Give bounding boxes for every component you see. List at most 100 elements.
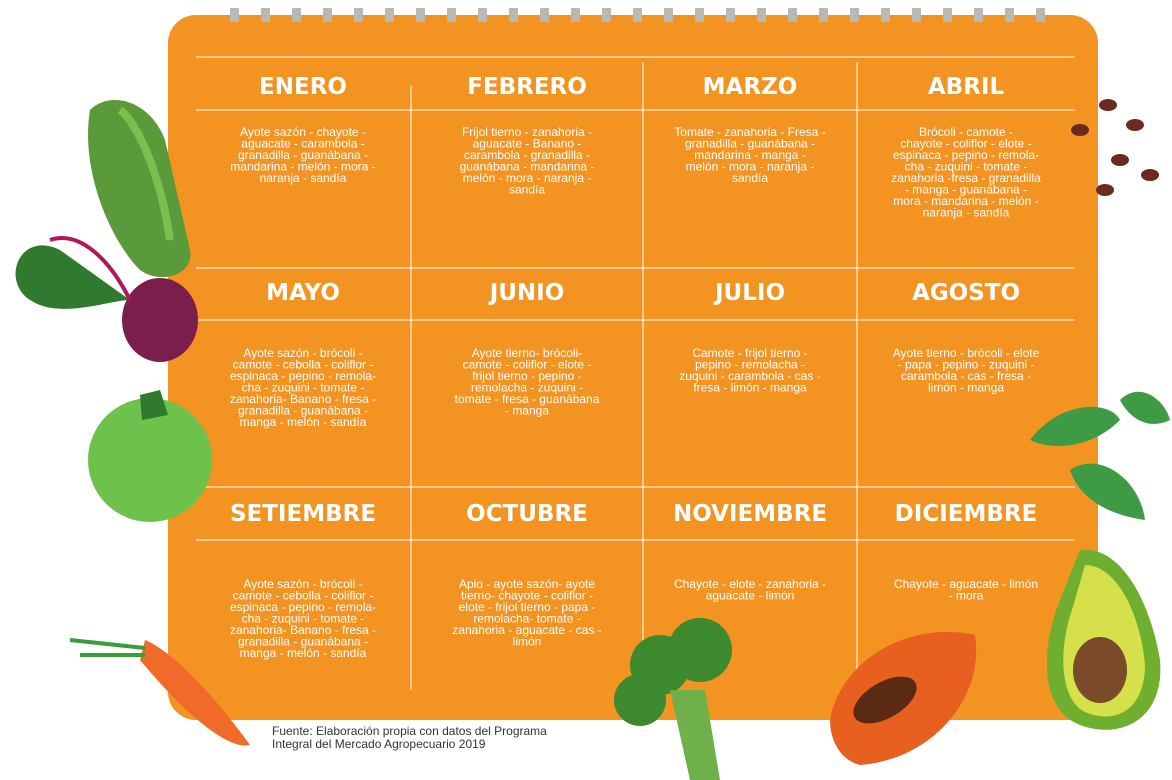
month-name: JULIO	[713, 280, 785, 306]
month-name: AGOSTO	[912, 280, 1020, 306]
month-products: Ayote tierno- brócoli-	[472, 346, 583, 360]
month-name: ABRIL	[928, 74, 1005, 100]
ring	[664, 8, 673, 22]
ring	[881, 8, 890, 22]
ring	[850, 8, 859, 22]
month-products: remolacha- tomate -	[473, 612, 580, 626]
ring	[571, 8, 580, 22]
month-products: - manga	[505, 404, 549, 418]
month-products: chayote - coliflor - elote -	[900, 137, 1031, 151]
ring	[943, 8, 952, 22]
month-products: Ayote sazón - brócoli -	[243, 577, 362, 591]
month-products: Brócoli - camote -	[919, 125, 1013, 139]
month-products: Apio - ayote sazón- ayote	[459, 577, 595, 591]
ring	[261, 8, 270, 22]
month-products: mandarina - melón - mora -	[230, 160, 375, 174]
month-products: zanahoria - aguacate - cas -	[452, 623, 601, 637]
month-products: Chayote - elote - zanahoria -	[674, 577, 826, 591]
month-products: Camote - frijol tierno -	[692, 346, 807, 360]
month-products: mora - mandarina - melón -	[893, 194, 1038, 208]
months: ENERO Ayote sazón - chayote -aguacate - c…	[230, 74, 1041, 660]
month-products: carambola - granadilla -	[464, 148, 590, 162]
month-products: Ayote sazón - brócoli -	[243, 346, 362, 360]
ring	[230, 8, 239, 22]
month-products: aguacate - carambola -	[241, 137, 364, 151]
month-products: pepino - remolacha -	[695, 358, 805, 372]
ring	[354, 8, 363, 22]
month-products: cha - zuquini - tomate -	[242, 612, 365, 626]
ring	[416, 8, 425, 22]
month-products: carambola - cas - fresa -	[901, 369, 1031, 383]
board	[168, 15, 1098, 720]
ring	[912, 8, 921, 22]
month-products: espinaca - pepino - remola-	[230, 600, 376, 614]
month-name: NOVIEMBRE	[673, 501, 827, 527]
month-products: Frijol tierno - zanahoria -	[462, 125, 592, 139]
month-products: - papa - pepino - zuquini -	[898, 358, 1035, 372]
month-products: Ayote sazón - chayote -	[240, 125, 366, 139]
month-name: ENERO	[259, 74, 347, 100]
month-name: SETIEMBRE	[230, 501, 376, 527]
month-products: - mora	[949, 589, 984, 603]
month-products: camote - coliflor - elote -	[463, 358, 592, 372]
month-products: manga - melón - sandía	[240, 646, 367, 660]
ring	[540, 8, 549, 22]
month-products: camote - cebolla - coliflor -	[233, 358, 374, 372]
ring	[819, 8, 828, 22]
month-products: aguacate - Banano -	[473, 137, 582, 151]
month-products: Tomate - zanahoria - Fresa -	[674, 125, 825, 139]
month-products: Ayote tierno - brócoli - elote	[893, 346, 1040, 360]
ring	[323, 8, 332, 22]
ring	[509, 8, 518, 22]
month-name: OCTUBRE	[466, 501, 588, 527]
month-products: Chayote - aguacate - limón	[894, 577, 1038, 591]
month-products: zuquini - carambola - cas -	[679, 369, 820, 383]
ring	[447, 8, 456, 22]
month-products: naranja - sandía	[260, 171, 347, 185]
month-products: sandía	[732, 171, 768, 185]
ring	[633, 8, 642, 22]
month-products: frijol tierno - pepino -	[472, 369, 581, 383]
ring	[292, 8, 301, 22]
ring	[385, 8, 394, 22]
month-products: camote - cebolla - coliflor -	[233, 589, 374, 603]
ring	[726, 8, 735, 22]
month-products: - manga - guanábana -	[905, 183, 1027, 197]
month-products: zanahoria -fresa - granadilla	[891, 171, 1041, 185]
month-products: limón - manga	[928, 381, 1004, 395]
month-name: MAYO	[266, 280, 340, 306]
month-products: tierno- chayote - coliflor -	[461, 589, 593, 603]
month-name: JUNIO	[488, 280, 565, 306]
month-products: zanahoria- Banano - fresa -	[230, 623, 376, 637]
ring	[1005, 8, 1014, 22]
month-products: granadilla - guanábana -	[685, 137, 815, 151]
month-products: sandía	[509, 183, 545, 197]
source: Fuente: Elaboración propia con datos del…	[272, 724, 547, 738]
month-products: cha - zuquini - tomate -	[242, 381, 365, 395]
month-products: melón - mora - naranja -	[686, 160, 815, 174]
month-products: granadilla - guanábana -	[238, 635, 368, 649]
source: Integral del Mercado Agropecuario 2019	[272, 737, 486, 751]
ring	[757, 8, 766, 22]
month-products: melón - mora - naranja -	[463, 171, 592, 185]
month-products: cha - zuquini - tomate -	[905, 160, 1028, 174]
month-products: granadilla - guanábana -	[238, 404, 368, 418]
ring	[602, 8, 611, 22]
month-products: remolacha - zuquini -	[471, 381, 583, 395]
month-products: espinaca - pepino - remola-	[893, 148, 1039, 162]
month-products: zanahoria- Banano - fresa -	[230, 392, 376, 406]
month-products: naranja - sandía	[923, 206, 1010, 220]
month-products: aguacate - limón	[706, 589, 795, 603]
month-products: elote - frijol tierno - papa -	[459, 600, 596, 614]
ring	[478, 8, 487, 22]
month-products: manga - melón - sandía	[240, 415, 367, 429]
decor	[15, 99, 1170, 780]
grid	[196, 56, 1075, 690]
month-name: FEBRERO	[467, 74, 587, 100]
month-products: espinaca - pepino - remola-	[230, 369, 376, 383]
binder-rings	[230, 8, 1045, 22]
month-name: MARZO	[703, 74, 798, 100]
month-products: fresa - limón - manga	[693, 381, 807, 395]
